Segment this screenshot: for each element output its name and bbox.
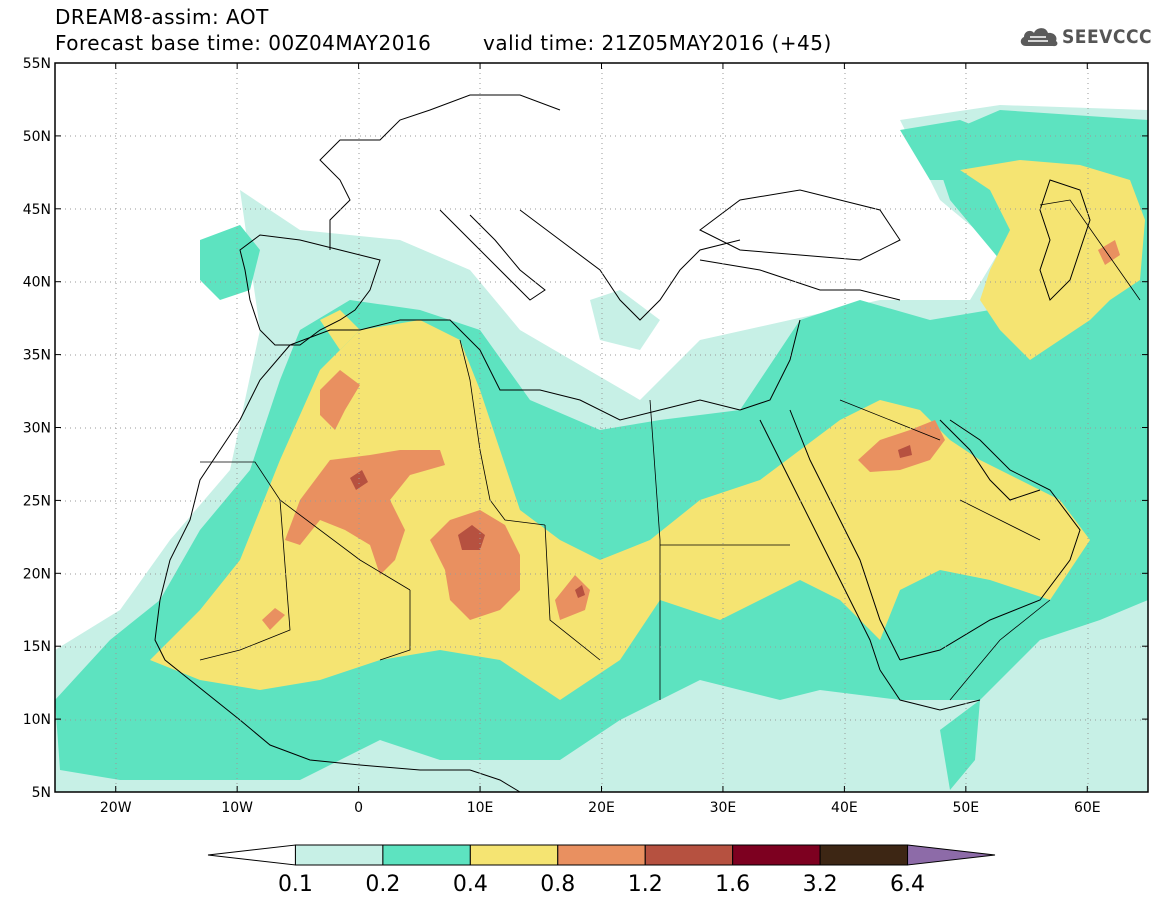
colorbar-segment xyxy=(382,844,471,866)
lat-tick-label: 45N xyxy=(23,202,51,218)
colorbar-label: 1.6 xyxy=(715,872,750,897)
lat-tick-label: 15N xyxy=(23,639,51,655)
colorbar-label: 3.2 xyxy=(803,872,838,897)
colorbar: 0.1 0.2 0.4 0.8 1.2 1.6 3.2 6.4 xyxy=(207,844,996,897)
seevccc-logo: SEEVCCC xyxy=(1018,24,1152,50)
lon-tick-label: 40E xyxy=(831,800,858,816)
colorbar-segment xyxy=(294,844,384,866)
title-product: DREAM8-assim: AOT xyxy=(55,5,269,29)
forecast-base-time: Forecast base time: 00Z04MAY2016 xyxy=(55,31,432,55)
lon-tick-label: 20W xyxy=(100,800,132,816)
lon-tick-label: 60E xyxy=(1074,800,1101,816)
lat-tick-label: 10N xyxy=(23,712,51,728)
colorbar-segment xyxy=(207,844,296,866)
aot-level-1.2 xyxy=(350,445,912,598)
colorbar-label: 0.1 xyxy=(278,872,313,897)
colorbar-label: 6.4 xyxy=(890,872,925,897)
colorbar-segment xyxy=(469,844,559,866)
colorbar-segment xyxy=(732,844,821,866)
aot-level-0.4 xyxy=(150,160,1145,700)
colorbar-segment xyxy=(907,844,996,866)
lon-tick-label: 10E xyxy=(467,800,494,816)
lat-tick-label: 40N xyxy=(23,275,51,291)
coastlines xyxy=(154,94,1091,792)
lon-tick-label: 20E xyxy=(588,800,615,816)
colorbar-label: 1.2 xyxy=(628,872,663,897)
lat-lon-grid xyxy=(55,63,1148,792)
colorbar-label: 0.4 xyxy=(453,872,488,897)
cloud-icon xyxy=(1020,28,1058,47)
aot-level-0.8 xyxy=(262,240,1120,630)
lat-tick-label: 55N xyxy=(23,56,51,72)
latitude-labels: 55N 50N 45N 40N 35N 30N 25N 20N 15N 10N 5N xyxy=(23,56,51,801)
lon-tick-label: 0 xyxy=(354,800,363,816)
logo-text: SEEVCCC xyxy=(1062,26,1153,48)
colorbar-segment xyxy=(644,844,734,866)
lon-tick-label: 30E xyxy=(710,800,737,816)
longitude-labels: 20W 10W 0 10E 20E 30E 40E 50E 60E xyxy=(100,800,1101,816)
lon-tick-label: 10W xyxy=(221,800,253,816)
axis-ticks xyxy=(55,62,1148,793)
colorbar-segment xyxy=(819,844,909,866)
lon-tick-label: 50E xyxy=(952,800,979,816)
lat-tick-label: 30N xyxy=(23,421,51,437)
lat-tick-label: 20N xyxy=(23,566,51,582)
lat-tick-label: 35N xyxy=(23,348,51,364)
colorbar-segment xyxy=(557,844,646,866)
lat-tick-label: 25N xyxy=(23,493,51,509)
valid-time: valid time: 21Z05MAY2016 (+45) xyxy=(483,31,832,55)
colorbar-label: 0.2 xyxy=(365,872,400,897)
colorbar-label: 0.8 xyxy=(540,872,575,897)
lat-tick-label: 5N xyxy=(32,785,51,801)
lat-tick-label: 50N xyxy=(23,129,51,145)
